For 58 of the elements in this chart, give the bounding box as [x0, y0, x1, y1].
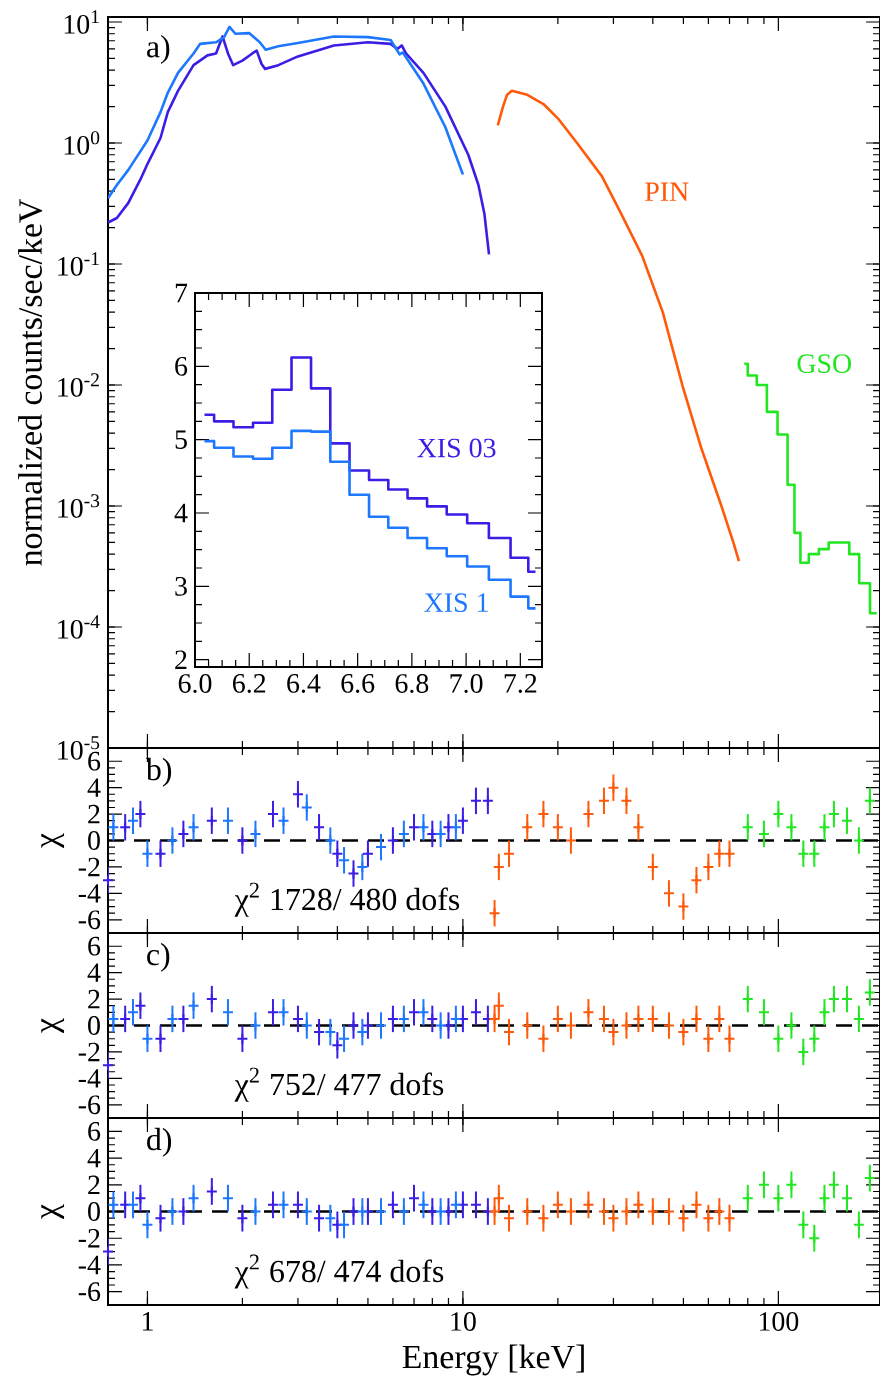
y-tick-label: 6 [175, 356, 188, 376]
x-tick-label: 6.2 [232, 674, 266, 693]
annotation: χ$^{2}$ 678/ 474 dofs [234, 1254, 444, 1289]
y-tick-label: 10$^{-1}$ [58, 252, 99, 276]
y-tick-label: -4 [78, 884, 101, 903]
y-tick-label: 4 [174, 503, 188, 523]
y-tick-label: 2 [88, 804, 100, 824]
x-tick-label: 7.0 [450, 674, 483, 694]
x-tick-label: 7.2 [504, 674, 537, 693]
x-tick-label: 100 [759, 1312, 799, 1331]
series-label: GSO [797, 354, 852, 374]
y-tick-label: 7 [175, 283, 188, 303]
annotation: a) [147, 35, 170, 64]
y-tick-label: -6 [78, 1282, 101, 1302]
x-tick-label: 6.0 [178, 674, 212, 694]
y-tick-label: 2 [88, 989, 100, 1009]
y-tick-label: 0 [88, 831, 100, 850]
y-axis-title: χ [41, 1204, 65, 1220]
y-tick-label: -4 [78, 1069, 101, 1088]
y-tick-label: 10$^{-2}$ [58, 373, 99, 397]
series-label: PIN [645, 182, 689, 201]
x-tick-label: 6.6 [341, 674, 375, 693]
y-tick-label: 10$^{-4}$ [58, 615, 100, 639]
y-tick-label: -2 [78, 1229, 100, 1248]
y-tick-label: 10$^{1}$ [64, 10, 99, 34]
y-tick-label: 2 [175, 650, 187, 669]
y-tick-label: 0 [88, 1202, 100, 1221]
y-tick-label: 6 [88, 936, 101, 956]
y-tick-label: 4 [87, 778, 101, 797]
annotation: χ$^{2}$ 1728/ 480 dofs [234, 882, 460, 917]
x-tick-label: 1 [142, 1312, 153, 1331]
y-tick-label: 6 [88, 1122, 101, 1141]
x-tick-label: 6.4 [287, 674, 321, 693]
y-tick-label: 5 [175, 430, 187, 449]
annotation: χ$^{2}$ 752/ 477 dofs [234, 1067, 444, 1102]
y-tick-label: 0 [88, 1016, 100, 1035]
y-tick-label: 10$^{0}$ [64, 131, 100, 155]
y-tick-label: -2 [78, 857, 100, 877]
x-axis-title: Energy [keV] [402, 1344, 584, 1376]
y-tick-label: -6 [78, 1095, 101, 1115]
y-tick-label: 3 [175, 576, 187, 596]
y-tick-label: 4 [87, 1148, 101, 1168]
y-tick-label: -4 [78, 1255, 101, 1275]
annotation: b) [145, 757, 172, 787]
y-tick-label: -6 [78, 910, 101, 930]
y-tick-label: -2 [78, 1042, 100, 1062]
y-tick-label: 2 [88, 1175, 100, 1195]
annotation: c) [147, 942, 170, 972]
y-axis-title: normalized counts/sec/keV [18, 198, 43, 566]
series-label: XIS 03 [417, 438, 496, 458]
x-tick-label: 6.8 [395, 674, 429, 694]
x-tick-label: 10 [451, 1312, 476, 1331]
y-tick-label: 10$^{-3}$ [58, 494, 100, 518]
y-axis-title: χ [41, 1018, 65, 1034]
annotation: d) [147, 1127, 172, 1157]
y-tick-label: 4 [87, 963, 101, 982]
y-axis-title: χ [41, 833, 65, 849]
series-label: XIS 1 [424, 593, 488, 613]
